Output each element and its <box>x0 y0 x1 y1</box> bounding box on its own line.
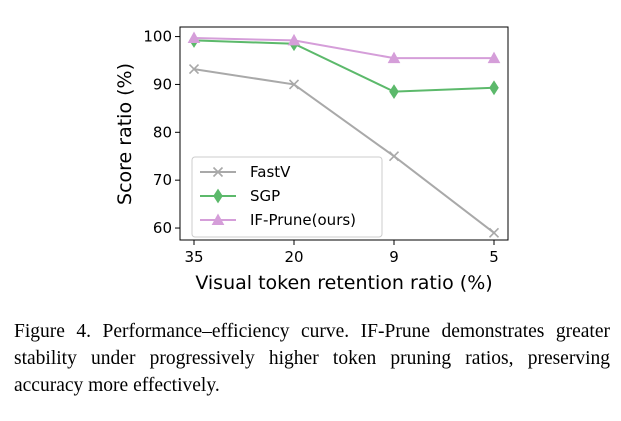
data-point <box>488 227 500 238</box>
legend-item: IF-Prune(ours) <box>200 211 356 229</box>
x-axis: 35 20 9 5 <box>184 240 499 266</box>
legend-item: SGP <box>200 187 280 205</box>
x-tick-label: 20 <box>284 248 303 266</box>
x-tick-label: 35 <box>184 248 203 266</box>
legend-marker <box>213 188 223 204</box>
data-point <box>388 151 400 162</box>
series-if-prune-ours <box>187 31 501 64</box>
x-tick-label: 5 <box>489 248 499 266</box>
legend-label: IF-Prune(ours) <box>250 211 356 229</box>
y-tick-label: 60 <box>153 219 172 237</box>
plot-frame <box>179 26 509 241</box>
legend-marker <box>211 213 225 225</box>
data-point <box>389 84 399 100</box>
legend-box <box>191 156 383 238</box>
data-point <box>288 79 300 90</box>
data-point <box>387 51 401 64</box>
x-tick-label: 9 <box>389 248 399 266</box>
legend-marker <box>212 166 224 178</box>
series-sgp <box>189 32 499 100</box>
chart: 60 70 80 90 100 35 20 9 5 Score ratio (%) Visua… <box>114 26 509 294</box>
legend-label: SGP <box>250 187 280 205</box>
y-tick-label: 90 <box>153 75 172 93</box>
series-layer <box>187 31 501 238</box>
series-fastv <box>188 64 500 238</box>
y-tick-label: 70 <box>153 171 172 189</box>
data-point <box>188 64 200 75</box>
series-line <box>193 37 494 60</box>
figure-caption: Figure 4. Performance–efficiency curve. … <box>14 321 610 396</box>
data-point <box>487 51 501 64</box>
data-point <box>187 31 201 44</box>
data-point <box>489 80 499 96</box>
series-line <box>193 39 495 93</box>
y-axis: 60 70 80 90 100 <box>143 28 180 237</box>
legend-item: FastV <box>200 163 291 181</box>
legend-label: FastV <box>250 163 291 181</box>
y-axis-title: Score ratio (%) <box>114 63 136 205</box>
y-tick-label: 100 <box>143 28 172 46</box>
series-line <box>193 68 495 234</box>
y-tick-label: 80 <box>153 123 172 141</box>
data-point <box>287 33 301 46</box>
x-axis-title: Visual token retention ratio (%) <box>195 272 492 294</box>
legend: FastV SGP IF-Prune(ours) <box>191 156 383 238</box>
